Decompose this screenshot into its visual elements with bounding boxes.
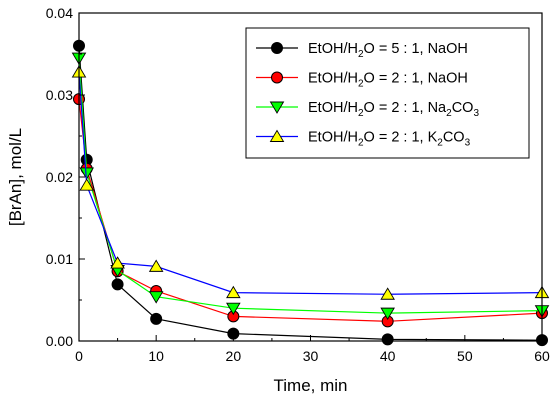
legend-marker [271,71,283,84]
x-tick-label: 50 [457,348,473,364]
data-point [148,259,164,272]
x-axis-label: Time, min [274,376,348,395]
y-tick-label: 0.04 [46,5,73,21]
legend: EtOH/H2O = 5 : 1, NaOH EtOH/H2O = 2 : 1, … [245,27,530,159]
x-tick-label: 0 [75,348,83,364]
data-point [226,302,241,316]
legend-marker [269,101,285,114]
y-tick-label: 0.01 [46,251,73,267]
y-tick-label: 0.03 [46,87,73,103]
data-point [111,278,124,291]
data-point [79,178,95,191]
data-point [110,256,125,269]
axes-layer: 0 10 20 30 40 50 60 0.00 0.01 0.02 0.03 0.04 [46,5,550,364]
data-point [380,307,395,321]
data-point [150,312,163,325]
data-point [226,285,241,299]
legend-item: EtOH/H2O = 2 : 1, NaOH [256,71,468,90]
legend-marker [271,42,283,54]
legend-item: EtOH/H2O = 2 : 1, Na2CO3 [256,100,479,119]
legend-item: EtOH/H2O = 2 : 1, K2CO3 [256,130,471,149]
x-tick-label: 60 [534,348,550,364]
data-point [148,291,164,304]
x-tick-label: 10 [148,348,164,364]
y-tick-label: 0.00 [46,333,73,349]
legend-item: EtOH/H2O = 5 : 1, NaOH [256,41,468,60]
y-axis-label: [BrAn], mol/L [6,128,25,226]
legend-label: EtOH/H2O = 2 : 1, Na2CO3 [308,100,479,119]
y-tick-label: 0.02 [46,169,73,185]
legend-label: EtOH/H2O = 2 : 1, K2CO3 [308,130,471,149]
data-point [79,167,95,180]
legend-label: EtOH/H2O = 5 : 1, NaOH [308,41,468,60]
x-tick-label: 30 [303,348,319,364]
x-tick-label: 40 [380,348,396,364]
data-point [380,287,395,300]
x-tick-label: 20 [226,348,242,364]
legend-label: EtOH/H2O = 2 : 1, NaOH [308,71,468,90]
legend-marker [269,129,285,142]
